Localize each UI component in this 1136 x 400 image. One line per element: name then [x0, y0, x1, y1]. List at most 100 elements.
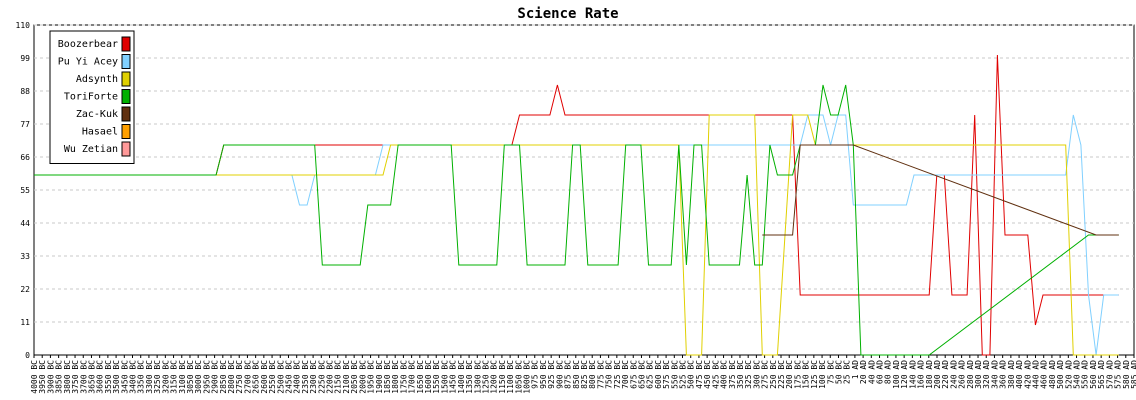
x-tick-label: 520 AD: [1064, 360, 1073, 389]
x-tick-label: 1050 BC: [514, 360, 523, 394]
x-tick-label: 160 AD: [917, 360, 926, 389]
x-tick-label: 300 AD: [974, 360, 983, 389]
x-tick-label: 1600 BC: [424, 360, 433, 394]
legend-swatch: [121, 36, 131, 52]
x-tick-label: 350 BC: [736, 360, 745, 389]
x-tick-label: 440 AD: [1031, 360, 1040, 389]
x-tick-label: 2550 BC: [268, 360, 277, 394]
x-tick-label: 725 BC: [613, 360, 622, 389]
x-tick-label: 140 AD: [908, 360, 917, 389]
x-tick-label: 2200 BC: [326, 360, 335, 394]
x-tick-label: 925 BC: [547, 360, 556, 389]
chart-title: Science Rate: [517, 6, 618, 22]
x-tick-label: 3500 BC: [112, 360, 121, 394]
x-tick-label: 3100 BC: [178, 360, 187, 394]
legend-label: Adsynth: [76, 74, 118, 85]
x-tick-label: 1200 BC: [490, 360, 499, 394]
x-tick-label: 400 AD: [1015, 360, 1024, 389]
y-tick-label: 11: [20, 318, 30, 327]
x-tick-label: 875 BC: [564, 360, 573, 389]
y-tick-label: 33: [20, 252, 30, 261]
x-tick-label: 750 BC: [605, 360, 614, 389]
x-tick-label: 2350 BC: [301, 360, 310, 394]
x-tick-label: 3450 BC: [120, 360, 129, 394]
x-tick-label: 2850 BC: [219, 360, 228, 394]
x-tick-label: 220 AD: [941, 360, 950, 389]
x-tick-label: 250 BC: [769, 360, 778, 389]
x-tick-label: 3550 BC: [104, 360, 113, 394]
x-tick-label: 2950 BC: [202, 360, 211, 394]
x-tick-label: 100 AD: [892, 360, 901, 389]
x-tick-label: 1400 BC: [457, 360, 466, 394]
x-tick-label: 1300 BC: [473, 360, 482, 394]
x-tick-label: 225 BC: [777, 360, 786, 389]
x-tick-label: 240 AD: [949, 360, 958, 389]
x-tick-label: 550 BC: [670, 360, 679, 389]
x-tick-label: 50 BC: [834, 360, 843, 384]
x-tick-label: 540 AD: [1073, 360, 1082, 389]
x-tick-label: 3700 BC: [79, 360, 88, 394]
y-tick-label: 22: [20, 285, 30, 294]
series-line-toriforte: [34, 84, 1119, 356]
x-tick-label: 500 AD: [1056, 360, 1065, 389]
legend-label: Wu Zetian: [64, 144, 118, 155]
x-tick-label: 3200 BC: [161, 360, 170, 394]
x-tick-label: 580 AD: [1122, 360, 1131, 389]
x-tick-label: 2800 BC: [227, 360, 236, 394]
x-tick-label: 200 BC: [785, 360, 794, 389]
x-tick-label: 1150 BC: [498, 360, 507, 394]
legend-label: Boozerbear: [58, 39, 118, 50]
legend-swatch: [121, 71, 131, 87]
x-tick-label: 325 BC: [744, 360, 753, 389]
x-tick-label: 950 BC: [539, 360, 548, 389]
x-tick-label: 2600 BC: [260, 360, 269, 394]
x-tick-label: 380 AD: [1007, 360, 1016, 389]
x-tick-label: 1000 BC: [523, 360, 532, 394]
x-tick-label: 2500 BC: [276, 360, 285, 394]
x-tick-label: 1 AD: [851, 360, 860, 379]
x-tick-label: 550 AD: [1081, 360, 1090, 389]
x-tick-label: 20 AD: [859, 360, 868, 384]
x-tick-label: 125 BC: [810, 360, 819, 389]
x-tick-label: 200 AD: [933, 360, 942, 389]
y-tick-label: 0: [25, 351, 30, 360]
x-tick-label: 2250 BC: [317, 360, 326, 394]
x-tick-label: 2450 BC: [284, 360, 293, 394]
x-tick-label: 3300 BC: [145, 360, 154, 394]
x-tick-label: 100 BC: [818, 360, 827, 389]
x-tick-label: 675 BC: [629, 360, 638, 389]
x-tick-label: 625 BC: [646, 360, 655, 389]
x-tick-label: 3000 BC: [194, 360, 203, 394]
x-tick-label: 260 AD: [958, 360, 967, 389]
x-tick-label: 575 BC: [662, 360, 671, 389]
x-tick-label: 1250 BC: [481, 360, 490, 394]
x-tick-label: 1100 BC: [506, 360, 515, 394]
x-tick-label: 375 BC: [728, 360, 737, 389]
x-tick-label: 75 BC: [826, 360, 835, 384]
x-tick-label: 585 AD: [1130, 360, 1136, 389]
x-tick-label: 2000 BC: [358, 360, 367, 394]
x-tick-label: 1700 BC: [408, 360, 417, 394]
x-tick-label: 2100 BC: [342, 360, 351, 394]
x-tick-label: 360 AD: [999, 360, 1008, 389]
legend-swatch: [121, 54, 131, 69]
x-tick-label: 3750 BC: [71, 360, 80, 394]
legend-swatch: [121, 141, 131, 157]
x-tick-label: 2150 BC: [334, 360, 343, 394]
x-tick-label: 2750 BC: [235, 360, 244, 394]
x-tick-label: 1650 BC: [416, 360, 425, 394]
x-tick-label: 1500 BC: [440, 360, 449, 394]
x-tick-label: 480 AD: [1048, 360, 1057, 389]
x-tick-label: 700 BC: [621, 360, 630, 389]
y-tick-label: 99: [20, 54, 30, 63]
x-tick-label: 775 BC: [596, 360, 605, 389]
legend-box: [49, 30, 135, 164]
x-tick-label: 2650 BC: [252, 360, 261, 394]
legend: Boozerbear Pu Yi Acey Adsynth ToriForte Zac-…: [49, 30, 135, 164]
x-tick-label: 575 AD: [1114, 360, 1123, 389]
x-tick-label: 120 AD: [900, 360, 909, 389]
x-tick-label: 2300 BC: [309, 360, 318, 394]
